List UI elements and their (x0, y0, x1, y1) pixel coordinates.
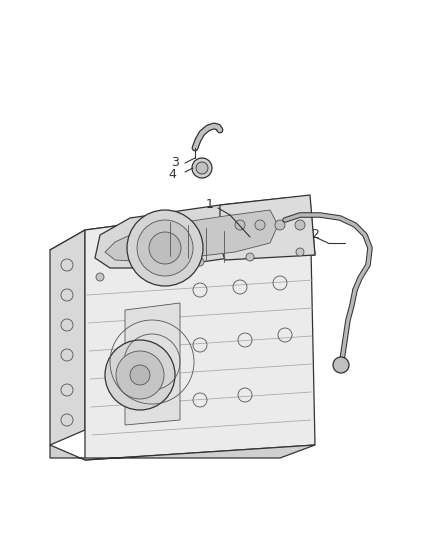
Polygon shape (50, 445, 315, 460)
Circle shape (96, 273, 104, 281)
Circle shape (127, 210, 203, 286)
Circle shape (149, 232, 181, 264)
Circle shape (296, 248, 304, 256)
Circle shape (146, 264, 154, 272)
Text: 2: 2 (311, 229, 319, 241)
Polygon shape (95, 198, 295, 268)
Circle shape (130, 365, 150, 385)
Circle shape (116, 351, 164, 399)
Text: 3: 3 (171, 156, 179, 168)
Polygon shape (85, 200, 315, 460)
Circle shape (105, 340, 175, 410)
Circle shape (333, 357, 349, 373)
Polygon shape (50, 230, 85, 445)
Circle shape (255, 220, 265, 230)
Polygon shape (125, 303, 180, 425)
Text: 1: 1 (206, 198, 214, 212)
Polygon shape (220, 195, 315, 260)
Circle shape (235, 220, 245, 230)
Polygon shape (197, 162, 207, 175)
Text: 4: 4 (168, 168, 176, 182)
Circle shape (295, 220, 305, 230)
Circle shape (137, 220, 193, 276)
Circle shape (275, 220, 285, 230)
Circle shape (192, 158, 212, 178)
Polygon shape (50, 200, 315, 280)
Polygon shape (105, 210, 278, 262)
Circle shape (196, 258, 204, 266)
Circle shape (246, 253, 254, 261)
Circle shape (196, 162, 208, 174)
